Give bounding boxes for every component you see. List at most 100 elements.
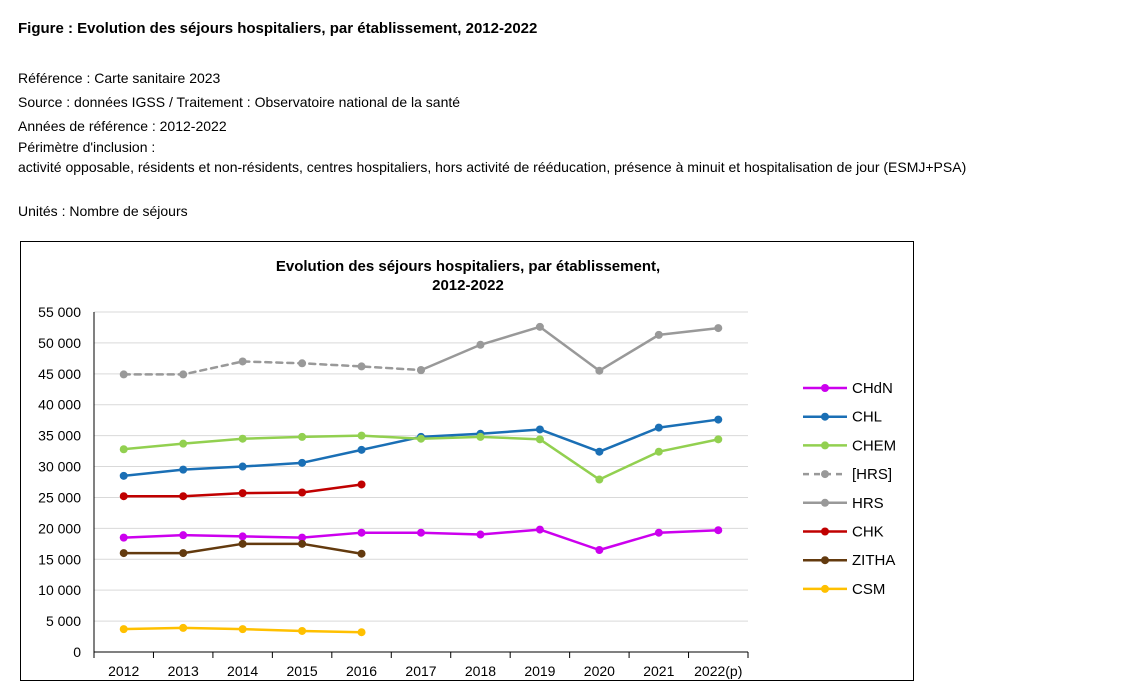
y-tick-label: 5 000 [46, 613, 81, 629]
data-point [179, 549, 188, 558]
legend-swatch-marker [821, 556, 829, 565]
data-point [357, 431, 366, 440]
legend-label: ZITHA [852, 552, 895, 569]
scope-text: activité opposable, résidents et non-rés… [18, 159, 967, 175]
data-point [119, 625, 128, 634]
x-tick-label: 2014 [227, 663, 258, 679]
scope-label: Périmètre d'inclusion : [18, 139, 156, 155]
data-point [119, 370, 128, 379]
data-point [417, 434, 425, 443]
data-point [595, 447, 604, 456]
data-point [654, 330, 663, 339]
data-point [238, 489, 247, 498]
x-tick-label: 2013 [168, 663, 199, 679]
data-point [179, 623, 188, 632]
legend-label: CHdN [852, 380, 893, 397]
data-point [298, 432, 307, 441]
data-point [357, 549, 366, 558]
legend-swatch-marker [821, 470, 829, 479]
reference-years-text: Années de référence : 2012-2022 [18, 118, 227, 134]
x-tick-label: 2015 [287, 663, 318, 679]
data-point [238, 539, 247, 548]
data-point [535, 425, 544, 434]
data-point [357, 528, 366, 537]
y-tick-label: 30 000 [38, 459, 81, 475]
data-point [357, 362, 366, 371]
chart-frame: Evolution des séjours hospitaliers, par … [20, 241, 914, 681]
reference-text: Référence : Carte sanitaire 2023 [18, 70, 221, 86]
data-point [357, 445, 366, 454]
data-point [595, 366, 604, 375]
legend-label: CHEM [852, 437, 896, 454]
y-tick-label: 15 000 [38, 551, 81, 567]
data-point [119, 471, 128, 480]
data-point [179, 370, 188, 379]
legend-label: CHK [852, 524, 884, 541]
legend-swatch-marker [821, 498, 829, 507]
y-tick-label: 40 000 [38, 397, 81, 413]
chart-title-line: Evolution des séjours hospitaliers, par … [276, 258, 660, 275]
data-point [476, 340, 485, 349]
data-point [238, 532, 247, 541]
y-tick-label: 45 000 [38, 366, 81, 382]
line-chart: Evolution des séjours hospitaliers, par … [38, 258, 896, 679]
data-point [119, 533, 128, 542]
data-point [298, 488, 307, 497]
data-point [179, 439, 188, 448]
data-point [595, 546, 604, 554]
series-line [122, 360, 423, 376]
series-line [419, 325, 720, 372]
data-point [298, 458, 307, 467]
y-tick-label: 0 [73, 644, 81, 660]
data-point [535, 322, 544, 331]
data-point [535, 435, 544, 444]
data-point [119, 445, 128, 454]
y-tick-label: 20 000 [38, 520, 81, 536]
data-point [714, 415, 723, 424]
data-point [714, 324, 723, 333]
y-tick-label: 50 000 [38, 335, 81, 351]
data-point [476, 432, 485, 441]
data-point [357, 628, 366, 637]
data-point [714, 435, 723, 444]
chart-title-line: 2012-2022 [432, 277, 504, 294]
data-point [119, 492, 128, 501]
y-tick-label: 25 000 [38, 489, 81, 505]
x-tick-label: 2022(p) [694, 663, 742, 679]
source-text: Source : données IGSS / Traitement : Obs… [18, 94, 461, 110]
x-tick-label: 2016 [346, 663, 377, 679]
data-point [298, 626, 307, 635]
x-tick-label: 2012 [108, 663, 139, 679]
data-point [179, 465, 188, 474]
figure-title: Figure : Evolution des séjours hospitali… [18, 20, 538, 37]
legend-label: CHL [852, 409, 882, 426]
data-point [119, 549, 128, 558]
data-point [476, 530, 485, 539]
data-point [179, 531, 188, 540]
data-point [238, 625, 247, 634]
y-tick-label: 35 000 [38, 428, 81, 444]
data-point [654, 528, 663, 537]
data-point [654, 423, 663, 432]
legend-label: CSM [852, 581, 885, 598]
x-tick-label: 2020 [584, 663, 615, 679]
x-tick-label: 2021 [643, 663, 674, 679]
data-point [238, 434, 247, 443]
data-point [179, 492, 188, 501]
legend-swatch-marker [821, 441, 829, 450]
data-point [357, 480, 366, 489]
legend-swatch-marker [821, 584, 829, 593]
y-tick-label: 10 000 [38, 582, 81, 598]
x-tick-label: 2019 [524, 663, 555, 679]
data-point [535, 525, 544, 534]
legend-swatch-marker [821, 412, 829, 421]
legend-label: HRS [852, 495, 884, 512]
data-point [417, 528, 425, 537]
y-tick-label: 55 000 [38, 304, 81, 320]
data-point [595, 475, 604, 484]
data-point [714, 526, 723, 535]
data-point [654, 447, 663, 456]
legend-label: [HRS] [852, 466, 892, 483]
units-text: Unités : Nombre de séjours [18, 203, 188, 219]
legend-swatch-marker [821, 527, 829, 536]
